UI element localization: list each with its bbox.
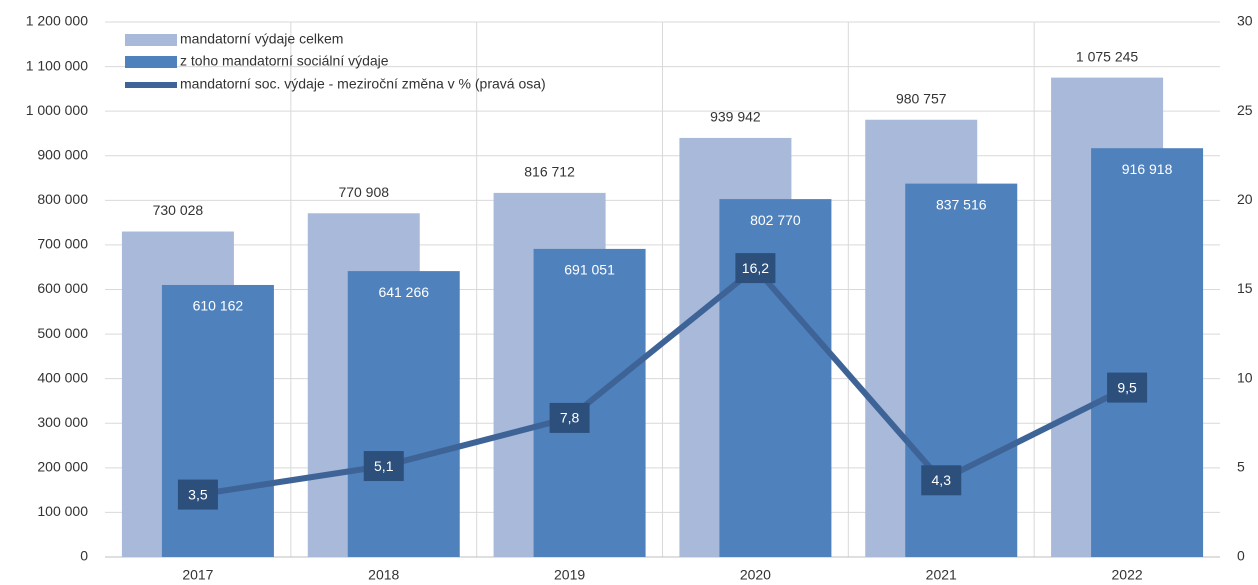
bar	[719, 199, 832, 557]
y2-tick-label: 15	[1237, 280, 1253, 296]
data-label: 4,3	[932, 472, 952, 488]
legend-label: z toho mandatorní sociální výdaje	[180, 53, 389, 69]
line-label-box	[177, 479, 218, 510]
y-tick-label: 1 100 000	[26, 57, 88, 73]
line	[197, 263, 1129, 498]
data-label: 980 757	[896, 90, 947, 106]
y-tick-label: 300 000	[37, 414, 88, 430]
data-label: 5,1	[374, 458, 394, 474]
y2-tick-label: 25	[1237, 102, 1253, 118]
data-label: 641 266	[378, 284, 429, 300]
data-label: 816 712	[524, 164, 575, 180]
y-tick-label: 800 000	[37, 191, 88, 207]
y2-tick-label: 10	[1237, 369, 1253, 385]
y2-tick-label: 5	[1237, 459, 1245, 475]
line-label-box	[735, 253, 776, 284]
legend-swatch	[125, 34, 177, 46]
x-tick-label: 2017	[182, 567, 213, 583]
y-tick-label: 900 000	[37, 146, 88, 162]
line-label-box	[549, 402, 590, 433]
y-tick-label: 0	[80, 548, 88, 564]
y-tick-label: 1 200 000	[26, 13, 88, 29]
bar	[1091, 148, 1204, 557]
bar	[347, 271, 460, 557]
data-label: 9,5	[1117, 379, 1137, 395]
data-label: 802 770	[750, 212, 801, 228]
y2-tick-label: 0	[1237, 548, 1245, 564]
x-tick-label: 2018	[368, 567, 399, 583]
y2-tick-label: 20	[1237, 191, 1253, 207]
data-label: 770 908	[338, 184, 389, 200]
y2-tick-label: 30	[1237, 13, 1253, 29]
y-tick-label: 700 000	[37, 236, 88, 252]
line-label-box	[921, 465, 962, 496]
data-label: 16,2	[742, 260, 769, 276]
x-tick-label: 2021	[926, 567, 957, 583]
y-tick-label: 100 000	[37, 503, 88, 519]
data-label: 1 075 245	[1076, 48, 1138, 64]
data-label: 939 942	[710, 109, 761, 125]
x-tick-label: 2020	[740, 567, 771, 583]
legend-swatch	[125, 56, 177, 68]
data-label: 730 028	[153, 202, 204, 218]
data-label: 691 051	[564, 262, 615, 278]
bar	[905, 183, 1018, 557]
data-label: 3,5	[188, 486, 208, 502]
y-tick-label: 500 000	[37, 325, 88, 341]
line-label-box	[363, 451, 404, 482]
line-label-box	[1107, 372, 1148, 403]
y-tick-label: 600 000	[37, 280, 88, 296]
data-label: 916 918	[1122, 161, 1173, 177]
data-label: 837 516	[936, 196, 987, 212]
legend-label: mandatorní soc. výdaje - meziroční změna…	[180, 76, 546, 92]
y-tick-label: 200 000	[37, 459, 88, 475]
y-tick-label: 1 000 000	[26, 102, 88, 118]
data-label: 7,8	[560, 410, 580, 426]
data-label: 610 162	[193, 298, 244, 314]
x-tick-label: 2022	[1112, 567, 1143, 583]
bar	[161, 284, 274, 557]
x-tick-label: 2019	[554, 567, 585, 583]
y-tick-label: 400 000	[37, 369, 88, 385]
legend-label: mandatorní výdaje celkem	[180, 31, 343, 47]
